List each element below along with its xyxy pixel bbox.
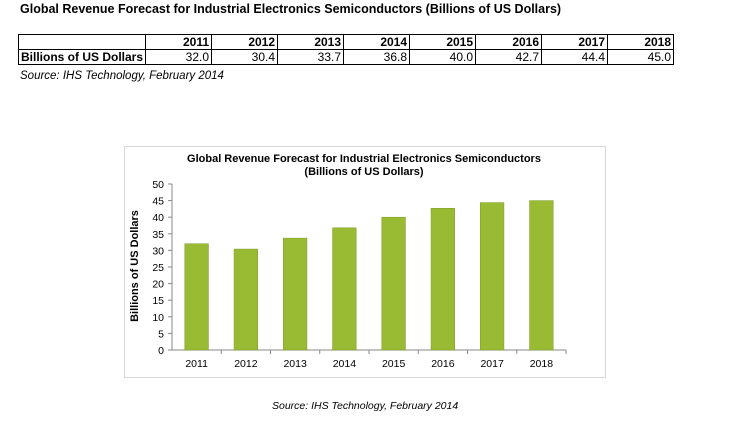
x-tick-label: 2011 (185, 358, 208, 370)
x-tick-label: 2017 (480, 358, 504, 370)
table-row-label: Billions of US Dollars (17, 49, 147, 65)
x-tick-label: 2016 (431, 358, 455, 370)
y-tick-label: 45 (152, 196, 164, 208)
y-tick-label: 50 (152, 179, 164, 191)
y-tick-label: 0 (158, 345, 164, 357)
bar-2013 (283, 237, 308, 351)
y-tick-label: 20 (152, 279, 164, 291)
table-value-cell: 32.0 (145, 49, 213, 65)
x-tick-label: 2013 (283, 358, 307, 370)
bar-2018 (529, 200, 554, 351)
y-tick-label: 10 (152, 312, 164, 324)
table-row: Billions of US Dollars 32.0 30.4 33.7 36… (17, 49, 675, 65)
table-value-cell: 45.0 (607, 49, 675, 65)
x-tick-label: 2015 (382, 358, 406, 370)
y-tick-label: 5 (158, 328, 164, 340)
y-axis-label: Billions of US Dollars (129, 210, 141, 322)
y-tick-label: 35 (152, 229, 164, 241)
table-title: Global Revenue Forecast for Industrial E… (20, 2, 562, 16)
chart-source-note: Source: IHS Technology, February 2014 (272, 400, 459, 412)
x-tick-label: 2012 (234, 358, 258, 370)
revenue-table: 2011 2012 2013 2014 2015 2016 2017 2018 … (17, 34, 675, 65)
chart-frame (124, 146, 606, 378)
table-value-cell: 44.4 (541, 49, 609, 65)
bar-2017 (480, 202, 505, 351)
chart-title: Global Revenue Forecast for Industrial E… (187, 153, 541, 165)
table-value-cell: 42.7 (475, 49, 543, 65)
table-value-cell: 30.4 (211, 49, 279, 65)
x-tick-label: 2018 (530, 358, 554, 370)
bar-2014 (332, 227, 357, 351)
table-year-header: 2014 (343, 34, 411, 50)
table-value-cell: 40.0 (409, 49, 477, 65)
y-tick-label: 25 (152, 262, 164, 274)
bar-2012 (233, 248, 258, 351)
y-tick-label: 15 (152, 295, 164, 307)
y-tick-label: 40 (152, 212, 164, 224)
table-header-row: 2011 2012 2013 2014 2015 2016 2017 2018 (17, 34, 675, 50)
bar-2015 (381, 216, 406, 351)
table-source-note: Source: IHS Technology, February 2014 (20, 70, 224, 82)
chart-subtitle: (Billions of US Dollars) (304, 166, 424, 178)
y-tick-label: 30 (152, 245, 164, 257)
table-value-cell: 33.7 (277, 49, 345, 65)
table-year-header: 2018 (607, 34, 675, 50)
bar-2016 (430, 207, 455, 351)
bar-2011 (184, 243, 209, 351)
x-tick-label: 2014 (333, 358, 357, 370)
